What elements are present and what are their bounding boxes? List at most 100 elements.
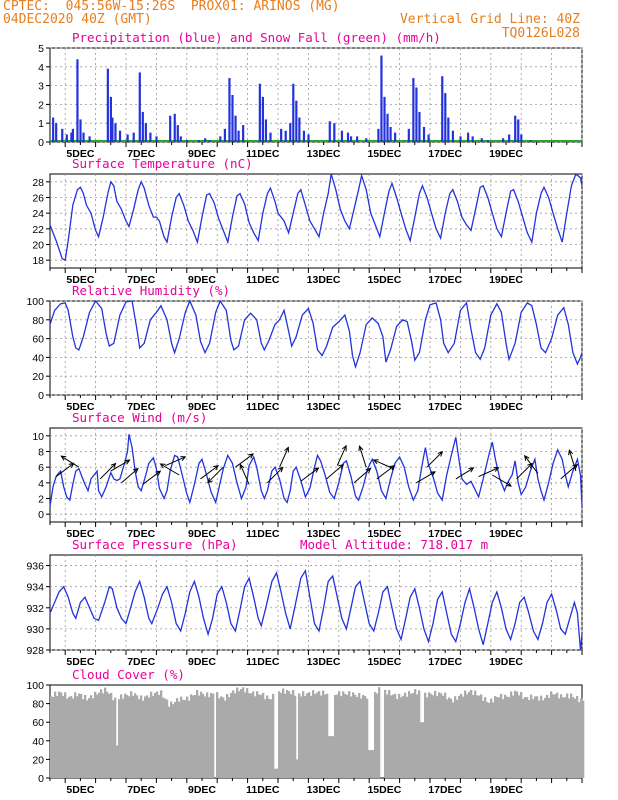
- x-tick-label: 13DEC: [307, 528, 341, 540]
- precip-bar: [264, 119, 268, 142]
- cloud-bar: [168, 706, 171, 778]
- panel-title-temp: Surface Temperature (nC): [72, 156, 253, 171]
- cloud-bar: [80, 694, 83, 778]
- precip-bar: [302, 130, 306, 142]
- cloud-bar: [512, 695, 515, 778]
- series-line-wind: [49, 434, 583, 507]
- cloud-bar: [536, 696, 539, 778]
- cloud-bar: [154, 692, 157, 778]
- cloud-bar: [82, 699, 85, 778]
- wind-vector-head: [248, 453, 254, 459]
- cloud-bar: [62, 695, 65, 778]
- cloud-bar: [386, 694, 389, 778]
- wind-vector-head: [124, 459, 131, 465]
- y-tick-label: 934: [26, 582, 44, 594]
- x-tick-label: 11DEC: [246, 148, 280, 160]
- cloud-bar: [388, 690, 391, 778]
- wind-vector: [416, 471, 436, 484]
- x-tick-label: 17DEC: [428, 528, 462, 540]
- cloud-bar: [418, 690, 421, 778]
- precip-bar: [451, 130, 454, 142]
- wind-vector-head: [277, 466, 284, 473]
- precip-bar: [132, 132, 135, 142]
- cloud-bar: [452, 702, 455, 778]
- precip-bar: [529, 140, 532, 142]
- precip-bar: [501, 138, 505, 142]
- wind-vector: [235, 453, 254, 468]
- wind-vector-head: [429, 471, 437, 477]
- x-tick-label: 5DEC: [66, 148, 94, 160]
- cloud-bar: [474, 690, 477, 778]
- precip-bar: [447, 117, 450, 142]
- precip-bar: [173, 113, 176, 142]
- cloud-bar: [268, 698, 271, 778]
- cloud-bar: [510, 691, 513, 778]
- cloud-bar: [68, 696, 71, 778]
- cloud-bar: [468, 691, 471, 778]
- cloud-bar: [196, 689, 199, 778]
- precip-bar: [55, 123, 58, 142]
- wind-vector-head: [493, 467, 500, 472]
- cloud-bar: [548, 697, 551, 778]
- x-tick-label: 17DEC: [428, 784, 462, 796]
- cloud-bar: [78, 693, 81, 778]
- cloud-bar: [358, 693, 361, 778]
- y-tick-label: 20: [32, 240, 44, 252]
- cloud-bar: [570, 693, 573, 778]
- y-tick-label: 100: [26, 296, 44, 308]
- cloud-bar: [338, 691, 341, 778]
- cloud-bar: [426, 697, 429, 778]
- cloud-bar: [416, 694, 419, 778]
- y-tick-label: 6: [38, 462, 44, 474]
- cloud-bar: [348, 691, 351, 778]
- cloud-bar: [500, 693, 503, 778]
- series-line-temp: [49, 172, 583, 262]
- precip-bar: [65, 134, 68, 142]
- cloud-bar: [228, 697, 231, 778]
- cloud-bar: [174, 702, 177, 778]
- cloud-bar: [238, 691, 241, 778]
- cloud-bar: [442, 695, 445, 778]
- wind-vector: [373, 459, 394, 470]
- precip-bar: [415, 87, 418, 142]
- cloud-bar: [242, 687, 245, 778]
- y-tick-label: 80: [32, 699, 44, 711]
- cloud-bar: [544, 697, 547, 778]
- cloud-bar: [88, 698, 91, 778]
- cloud-bar: [294, 695, 297, 778]
- precip-bar: [82, 132, 85, 142]
- cloud-bar: [384, 689, 387, 778]
- cloud-bar: [284, 693, 287, 778]
- x-tick-label: 15DEC: [367, 401, 401, 413]
- cloud-bar: [336, 694, 339, 778]
- x-tick-label: 9DEC: [188, 656, 216, 668]
- cloud-bar: [104, 687, 107, 778]
- cloud-bar: [138, 699, 141, 778]
- cloud-bar: [300, 696, 303, 778]
- x-tick-label: 7DEC: [127, 656, 155, 668]
- cloud-bar: [72, 698, 75, 778]
- precip-bar: [508, 134, 511, 142]
- cloud-bar: [120, 694, 123, 778]
- cloud-bar: [478, 695, 481, 778]
- cloud-bar: [396, 699, 399, 778]
- wind-vector: [279, 447, 289, 468]
- cloud-bar: [318, 691, 321, 778]
- precip-bar: [298, 117, 301, 142]
- cloud-bar: [502, 699, 505, 778]
- cloud-bar: [582, 700, 585, 778]
- panel-pressure: Surface Pressure (hPa) Model Altitude: 71…: [26, 537, 583, 668]
- cloud-bar: [234, 693, 237, 778]
- cloud-bar: [280, 692, 283, 778]
- cloud-bar: [534, 696, 537, 778]
- cloud-bar: [278, 691, 281, 778]
- cloud-bar: [440, 693, 443, 778]
- cloud-bar: [542, 700, 545, 778]
- cloud-bar: [576, 695, 579, 778]
- cloud-bar: [366, 698, 369, 778]
- precip-bar: [106, 68, 109, 142]
- precip-bar: [389, 126, 392, 142]
- x-tick-label: 19DEC: [489, 401, 523, 413]
- precip-bar: [118, 130, 122, 142]
- cloud-bar: [64, 692, 67, 778]
